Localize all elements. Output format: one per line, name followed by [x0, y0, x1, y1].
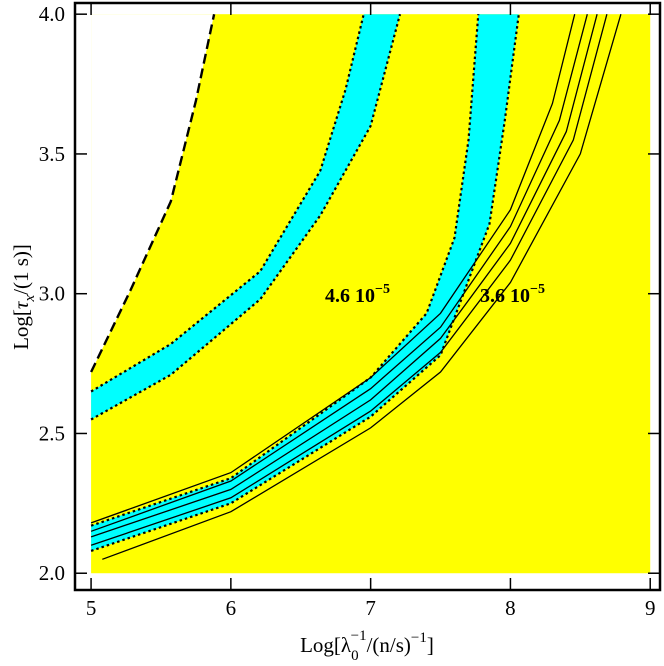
y-tick-label: 2.0 — [39, 561, 65, 585]
annotation: 4.6 10−5 — [325, 282, 390, 307]
y-tick-label: 3.0 — [39, 282, 65, 306]
band-boundary — [90, 13, 365, 393]
contour-line — [90, 14, 576, 524]
frame — [73, 1, 662, 592]
y-tick-label: 2.5 — [39, 421, 65, 445]
contour-line — [90, 14, 588, 532]
band-boundary — [90, 13, 402, 421]
annotation-exponent: −5 — [375, 282, 390, 297]
y-label-part: Log[ — [9, 309, 33, 350]
boundary-line — [90, 13, 216, 373]
band-boundary — [90, 14, 520, 552]
y-tick-label: 3.5 — [39, 142, 65, 166]
contour-line — [102, 14, 622, 560]
x-tick-label: 6 — [226, 596, 237, 620]
annotation-text: 4.6 10 — [325, 285, 375, 307]
y-label-part: τ — [9, 300, 33, 309]
x-label-sub: 0 — [351, 648, 359, 664]
x-tick-label: 8 — [505, 596, 516, 620]
annotation-text: 3.6 10 — [480, 285, 530, 307]
excluded-area — [91, 14, 215, 373]
x-tick-label: 5 — [86, 596, 97, 620]
y-tick-label: 4.0 — [39, 2, 65, 26]
x-label-part: /(n/s) — [367, 633, 411, 657]
y-axis-label: Log[τx/(1 s)] — [9, 244, 38, 350]
x-label-part: ] — [427, 633, 434, 657]
band-fill — [91, 14, 519, 551]
y-label-sub: x — [22, 295, 38, 303]
plot-area — [90, 13, 651, 574]
x-label-part: Log[λ — [300, 633, 352, 657]
annotation: 3.6 10−5 — [480, 282, 545, 307]
x-tick-label: 9 — [645, 596, 656, 620]
band-fill — [91, 14, 400, 420]
x-tick-label: 7 — [365, 596, 376, 620]
y-label-part: /(1 s)] — [9, 244, 33, 295]
x-axis-label: Log[λ0 −1/(n/s)−1] — [300, 628, 434, 664]
band-boundary — [90, 14, 480, 527]
annotation-exponent: −5 — [530, 282, 545, 297]
contour-line — [90, 14, 598, 538]
x-label-sup: −1 — [411, 630, 427, 646]
x-label-sup: −1 — [351, 628, 367, 644]
